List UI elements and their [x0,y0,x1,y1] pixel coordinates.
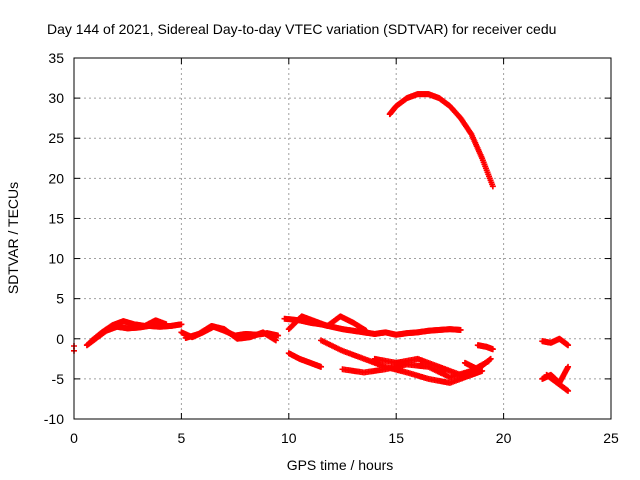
y-tick-label: -10 [44,411,64,427]
x-tick-label: 5 [178,430,186,446]
series-track-dip-d [371,355,464,378]
series-track-dip-a [285,350,325,370]
data-point [565,387,572,394]
series-track-night-a [539,335,572,349]
series-track-late-flat [474,342,496,353]
x-tick-label: 20 [496,430,512,446]
data-point [318,363,325,370]
series-track-high [386,91,496,190]
data-point [487,355,494,362]
data-point [489,346,496,353]
y-axis-label: SDTVAR / TECUs [5,182,21,294]
y-tick-label: 20 [48,170,64,186]
x-axis-label: GPS time / hours [287,457,394,473]
data-point [565,342,572,349]
y-tick-label: -5 [52,371,65,387]
y-tick-label: 35 [48,50,64,66]
series-track-mid-b [182,322,279,344]
series-track-dip-b [318,337,486,386]
y-tick-label: 0 [56,331,64,347]
data-point [457,326,464,333]
series-track-noon-b [285,313,370,334]
data-point [457,371,464,378]
chart-title: Day 144 of 2021, Sidereal Day-to-day VTE… [47,21,556,37]
y-tick-label: 30 [48,90,64,106]
series-track-night-c [543,371,572,394]
data-point [363,327,370,334]
plot-frame [73,57,612,420]
data-point [489,183,496,190]
x-tick-label: 15 [388,430,404,446]
data-point [163,321,170,328]
y-tick-label: 5 [56,291,64,307]
data-point [565,363,572,370]
x-tick-label: 10 [281,430,297,446]
y-tick-label: 10 [48,251,64,267]
data-point [275,332,282,339]
grid [74,58,611,419]
series-track-early-b [88,317,170,345]
x-tick-label: 25 [603,430,619,446]
x-tick-label: 0 [70,430,78,446]
y-tick-label: 15 [48,210,64,226]
y-tick-label: 25 [48,130,64,146]
data-point [178,321,185,328]
data-point [272,337,279,344]
ticks: 0 5 10 15 20 25 -10 -5 0 5 10 15 20 25 30 35 [44,50,619,446]
series-layer [71,91,572,394]
series-track-dip-e [461,355,494,373]
